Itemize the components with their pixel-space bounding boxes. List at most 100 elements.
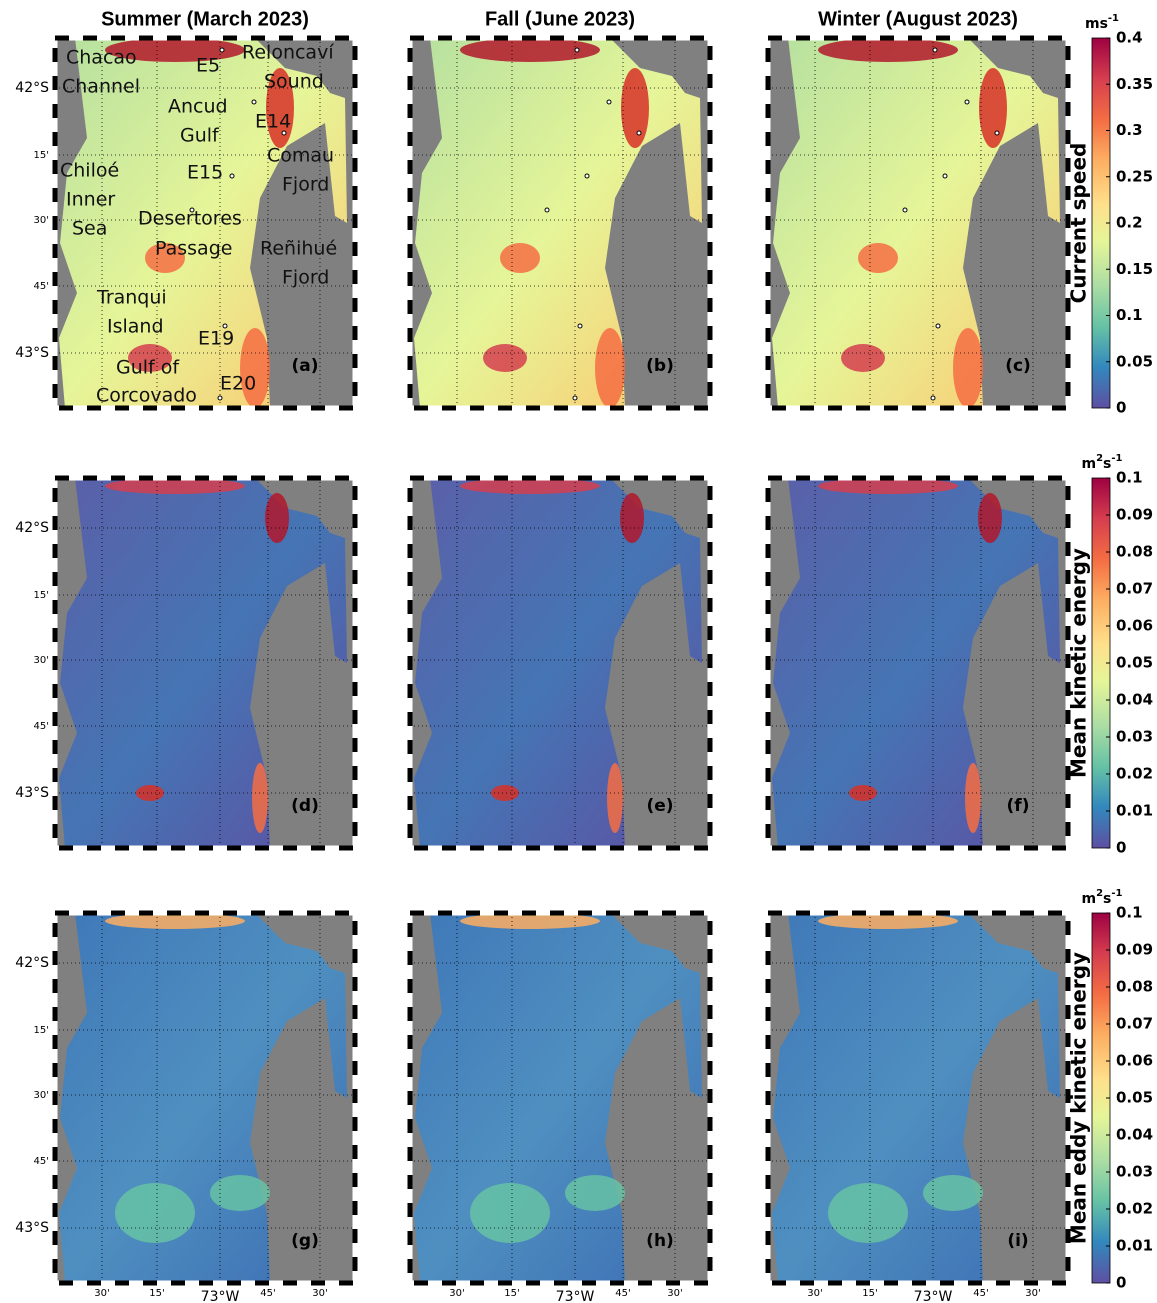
unit-exponent: -1: [1111, 888, 1122, 899]
colorbar-tick-label: 0.4: [1116, 29, 1143, 47]
place-name: E19: [198, 328, 234, 350]
current-hotspot: [115, 1183, 195, 1243]
place-name: Channel: [62, 76, 140, 98]
lon-tick-label: 30': [807, 1288, 822, 1299]
unit-exponent: 2: [1096, 888, 1103, 899]
place-name: E5: [196, 55, 220, 77]
current-hotspot: [565, 1175, 625, 1211]
lat-tick-label: 15': [34, 150, 49, 161]
station: [995, 131, 999, 135]
unit-base: m: [1081, 891, 1096, 907]
colorbar-tick-label: 0.03: [1116, 1163, 1153, 1181]
colorbar-tick-label: 0.07: [1116, 580, 1153, 598]
panel-label: (f): [1007, 796, 1030, 816]
current-hotspot: [923, 1175, 983, 1211]
colorbar-label: Mean eddy kinetic energy: [1067, 952, 1091, 1244]
colorbar-tick-label: 0.04: [1116, 1126, 1153, 1144]
lat-tick-label: 43°S: [15, 1220, 49, 1236]
unit-base: s: [1103, 891, 1111, 907]
panel-label: (e): [646, 796, 673, 816]
lat-tick-label: 45': [34, 721, 49, 732]
station: [943, 174, 947, 178]
place-name: Desertores: [138, 208, 242, 230]
lat-tick-label: 30': [34, 215, 49, 226]
lat-tick-label: 42°S: [15, 80, 49, 96]
colorbar-tick-label: 0.01: [1116, 802, 1153, 820]
station: [220, 48, 224, 52]
lat-tick-label: 45': [34, 281, 49, 292]
lon-tick-label: 30': [312, 1288, 327, 1299]
column-title: Summer (March 2023): [101, 8, 309, 30]
current-hotspot: [483, 344, 527, 372]
lon-tick-label: 30': [1025, 1288, 1040, 1299]
current-hotspot: [595, 328, 625, 408]
station: [637, 131, 641, 135]
current-hotspot: [210, 1175, 270, 1211]
station: [230, 174, 234, 178]
current-hotspot: [620, 493, 644, 543]
place-name: Corcovado: [96, 385, 197, 407]
map-panel: (f): [768, 478, 1068, 848]
lon-tick-label: 15': [149, 1288, 164, 1299]
panel-label: (h): [646, 1231, 674, 1251]
unit-base: ms: [1085, 16, 1108, 32]
place-name: Inner: [66, 189, 115, 211]
current-hotspot: [621, 68, 649, 148]
colorbar-tick-label: 0.2: [1116, 214, 1143, 232]
lat-tick-label: 30': [34, 1090, 49, 1101]
lon-tick-label: 73°W: [201, 1289, 240, 1303]
unit-exponent: -1: [1111, 453, 1122, 464]
panel-label: (i): [1007, 1231, 1028, 1251]
colorbar-tick-label: 0.08: [1116, 543, 1153, 561]
station: [607, 100, 611, 104]
station: [585, 174, 589, 178]
unit-base: s: [1103, 456, 1111, 472]
lon-tick-label: 30': [667, 1288, 682, 1299]
current-hotspot: [953, 328, 983, 408]
colorbar-tick-label: 0.08: [1116, 978, 1153, 996]
colorbar-tick-label: 0.05: [1116, 654, 1153, 672]
colorbar-tick-label: 0.06: [1116, 617, 1153, 635]
lon-tick-label: 45': [615, 1288, 630, 1299]
current-hotspot: [965, 763, 981, 833]
colorbar-tick-label: 0: [1116, 1274, 1126, 1292]
place-name: E15: [187, 162, 223, 184]
colorbar-tick-label: 0.04: [1116, 691, 1153, 709]
place-name: Chiloé: [60, 160, 119, 182]
place-name: Reloncaví: [242, 42, 334, 64]
unit-base: m: [1081, 456, 1096, 472]
place-name: Island: [107, 316, 164, 338]
place-name: Gulf of: [116, 357, 180, 379]
place-name: Chacao: [66, 47, 137, 69]
colorbar-tick-label: 0.35: [1116, 75, 1153, 93]
map-panel: (g): [55, 913, 355, 1283]
panel-label: (b): [646, 356, 674, 376]
colorbar-unit: ms-1: [1085, 13, 1119, 32]
colorbar-tick-label: 0: [1116, 839, 1126, 857]
lon-tick-label: 73°W: [914, 1289, 953, 1303]
place-name: Passage: [155, 238, 232, 260]
station: [578, 324, 582, 328]
current-hotspot: [240, 328, 270, 408]
lon-tick-label: 30': [94, 1288, 109, 1299]
colorbar-label: Mean kinetic energy: [1067, 548, 1091, 778]
panel-label: (g): [291, 1231, 319, 1251]
place-name: Fjord: [282, 267, 329, 289]
unit-exponent: 2: [1096, 453, 1103, 464]
map-panel: (e): [410, 478, 710, 848]
colorbar-tick-label: 0.09: [1116, 941, 1153, 959]
colorbar-tick-label: 0.03: [1116, 728, 1153, 746]
lat-tick-label: 42°S: [15, 520, 49, 536]
station: [903, 208, 907, 212]
lat-tick-label: 30': [34, 655, 49, 666]
station: [933, 48, 937, 52]
lon-tick-label: 45': [973, 1288, 988, 1299]
station: [931, 396, 935, 400]
map-panel: (b): [410, 38, 710, 408]
current-hotspot: [470, 1183, 550, 1243]
place-name: Fjord: [282, 174, 329, 196]
colorbar-tick-label: 0.02: [1116, 1200, 1153, 1218]
station: [965, 100, 969, 104]
colorbar-tick-label: 0: [1116, 399, 1126, 417]
colorbar-tick-label: 0.25: [1116, 167, 1153, 185]
